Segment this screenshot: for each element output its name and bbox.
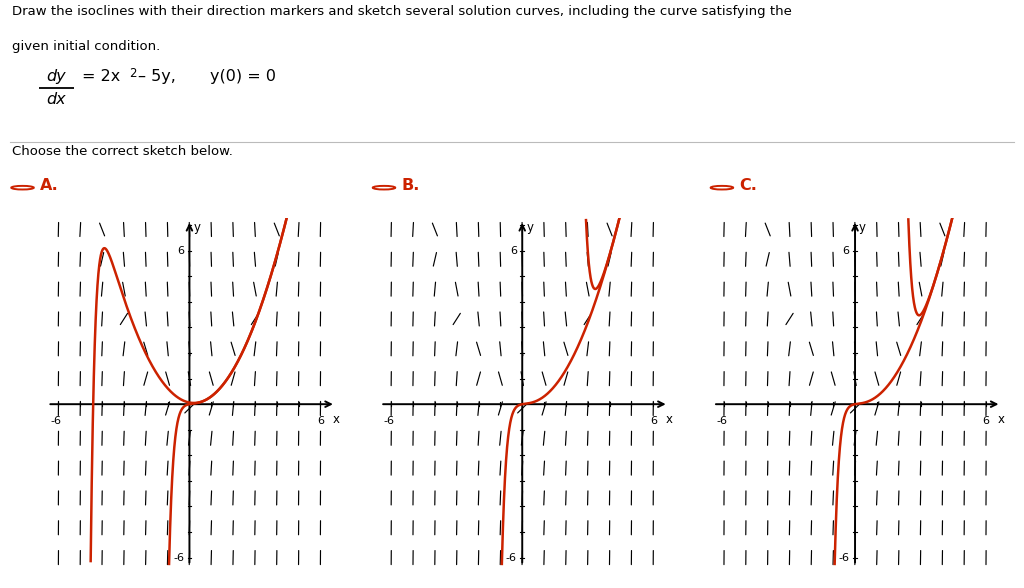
Text: A.: A.: [40, 178, 58, 193]
Text: 6: 6: [983, 416, 989, 426]
Text: y: y: [859, 222, 866, 235]
Text: 6: 6: [650, 416, 656, 426]
Text: -6: -6: [173, 553, 184, 563]
Text: -6: -6: [717, 416, 727, 426]
Text: 6: 6: [317, 416, 324, 426]
Text: dy: dy: [46, 69, 67, 84]
Text: x: x: [998, 413, 1006, 426]
Text: x: x: [333, 413, 340, 426]
Text: Draw the isoclines with their direction markers and sketch several solution curv: Draw the isoclines with their direction …: [12, 5, 793, 18]
Text: -6: -6: [839, 553, 850, 563]
Text: y: y: [526, 222, 534, 235]
Text: = 2x: = 2x: [82, 69, 120, 84]
Text: 6: 6: [843, 246, 850, 256]
Text: -6: -6: [51, 416, 61, 426]
Text: 6: 6: [177, 246, 184, 256]
Text: – 5y,: – 5y,: [138, 69, 176, 84]
Text: dx: dx: [46, 92, 67, 107]
Text: Choose the correct sketch below.: Choose the correct sketch below.: [12, 145, 233, 158]
Text: y: y: [194, 222, 201, 235]
Text: 2: 2: [129, 66, 136, 80]
Text: x: x: [666, 413, 673, 426]
Text: -6: -6: [384, 416, 394, 426]
Text: 6: 6: [510, 246, 517, 256]
Text: y(0) = 0: y(0) = 0: [210, 69, 275, 84]
Text: C.: C.: [739, 178, 757, 193]
Text: B.: B.: [401, 178, 420, 193]
Text: given initial condition.: given initial condition.: [12, 39, 161, 52]
Text: -6: -6: [506, 553, 517, 563]
